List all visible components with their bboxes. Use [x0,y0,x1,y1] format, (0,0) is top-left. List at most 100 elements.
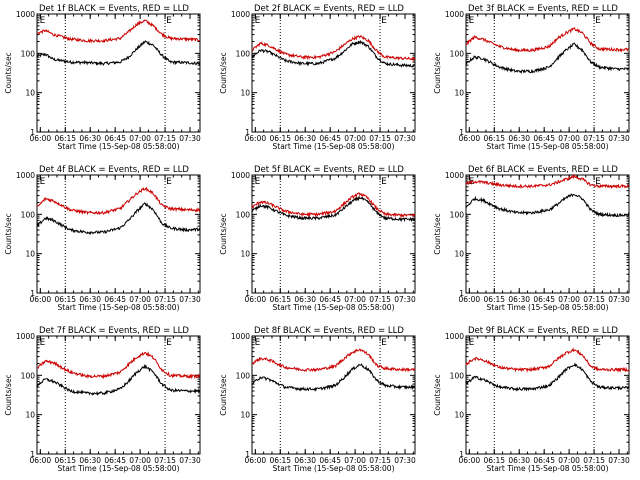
x-tick-label: 07:00 [129,295,151,304]
panel-title: Det 3f BLACK = Events, RED = LLD [468,4,618,14]
panel-title: Det 5f BLACK = Events, RED = LLD [254,165,404,175]
x-tick-label: 06:45 [319,456,341,465]
x-tick-label: 07:15 [583,295,605,304]
x-tick-label: 06:00 [245,134,267,143]
series-line-events [36,202,201,236]
y-tick-label: 10 [454,89,464,98]
y-tick-label: 100 [450,371,465,380]
plot-frame [251,335,416,455]
x-axis-label: Start Time (15-Sep-08 05:58:00) [58,142,180,151]
y-tick-label: 10 [25,411,35,420]
y-axis-label: Counts/sec [4,213,13,254]
y-tick-label: 1000 [445,332,464,341]
event-marker-label: E [595,16,601,26]
series-line-events [251,39,416,68]
x-tick-label: 06:00 [459,456,481,465]
x-axis-label: Start Time (15-Sep-08 05:58:00) [487,464,609,473]
series-line-lld [36,187,201,216]
x-axis-label: Start Time (15-Sep-08 05:58:00) [58,464,180,473]
x-tick-label: 06:45 [533,456,555,465]
y-tick-label: 100 [21,210,36,219]
x-tick-label: 06:15 [54,295,76,304]
event-marker-label: E [469,16,475,26]
x-tick-label: 07:00 [129,134,151,143]
plot-frame [36,335,201,455]
event-marker-label: E [381,338,387,348]
event-marker-label: E [595,338,601,348]
panel-3: Det 3f BLACK = Events, RED = LLD E E 1 10 100… [433,4,630,151]
x-tick-label: 07:30 [394,134,416,143]
x-tick-label: 07:15 [583,456,605,465]
x-tick-label: 06:15 [269,456,291,465]
panel-5: Det 5f BLACK = Events, RED = LLD E E 1 10 100… [219,165,416,312]
panel-2: Det 2f BLACK = Events, RED = LLD E E 1 10 100… [219,4,416,151]
y-axis-label: Counts/sec [433,52,442,93]
y-tick-label: 1000 [445,10,464,19]
y-tick-label: 10 [240,250,250,259]
y-tick-label: 100 [236,210,251,219]
y-axis-label: Counts/sec [219,374,228,415]
plot-frame [251,174,416,294]
y-axis-label: Counts/sec [433,374,442,415]
x-tick-label: 07:00 [344,134,366,143]
x-tick-label: 06:45 [319,134,341,143]
x-tick-label: 07:00 [558,456,580,465]
x-tick-label: 07:15 [369,134,391,143]
x-tick-label: 06:15 [483,295,505,304]
series-line-lld [465,26,630,53]
x-tick-label: 06:30 [294,295,316,304]
series-line-events [36,40,201,67]
x-tick-label: 06:30 [79,295,101,304]
panel-9: Det 9f BLACK = Events, RED = LLD E E 1 10 100… [433,326,630,473]
event-marker-label: E [381,177,387,187]
series-line-lld [251,34,416,62]
series-line-lld [251,192,416,219]
x-tick-label: 07:00 [558,134,580,143]
x-tick-label: 07:15 [154,295,176,304]
x-tick-label: 06:15 [483,456,505,465]
x-tick-label: 07:30 [179,295,201,304]
panel-title: Det 2f BLACK = Events, RED = LLD [254,4,404,14]
x-tick-label: 07:15 [583,134,605,143]
x-tick-label: 06:15 [483,134,505,143]
x-tick-label: 07:30 [608,456,630,465]
x-tick-label: 06:00 [459,134,481,143]
panel-title: Det 9f BLACK = Events, RED = LLD [468,326,618,336]
x-tick-label: 06:00 [245,456,267,465]
panel-title: Det 1f BLACK = Events, RED = LLD [39,4,189,14]
series-line-lld [465,347,630,373]
x-tick-label: 07:30 [179,134,201,143]
y-axis-label: Counts/sec [433,213,442,254]
x-tick-label: 06:15 [54,134,76,143]
x-tick-label: 06:30 [508,456,530,465]
panel-title: Det 8f BLACK = Events, RED = LLD [254,326,404,336]
x-tick-label: 07:15 [154,456,176,465]
y-tick-label: 1 [245,289,250,298]
y-tick-label: 1000 [16,332,35,341]
x-tick-label: 06:45 [319,295,341,304]
panel-title: Det 4f BLACK = Events, RED = LLD [39,165,189,175]
x-tick-label: 06:30 [79,456,101,465]
x-axis-label: Start Time (15-Sep-08 05:58:00) [487,303,609,312]
x-axis-label: Start Time (15-Sep-08 05:58:00) [58,303,180,312]
x-tick-label: 06:00 [30,295,52,304]
y-tick-label: 1000 [445,171,464,180]
x-tick-label: 07:30 [608,134,630,143]
y-axis-label: Counts/sec [4,52,13,93]
event-marker-label: E [595,177,601,187]
x-tick-label: 06:45 [104,134,126,143]
event-marker-label: E [255,16,261,26]
plot-frame [465,335,630,455]
plot-frame [465,13,630,133]
panel-8: Det 8f BLACK = Events, RED = LLD E E 1 10 100… [219,326,416,473]
series-line-lld [465,173,630,190]
y-tick-label: 10 [240,89,250,98]
x-tick-label: 07:30 [394,295,416,304]
plot-frame [465,174,630,294]
plot-frame [251,13,416,133]
y-tick-label: 1000 [231,332,250,341]
y-axis-label: Counts/sec [219,213,228,254]
